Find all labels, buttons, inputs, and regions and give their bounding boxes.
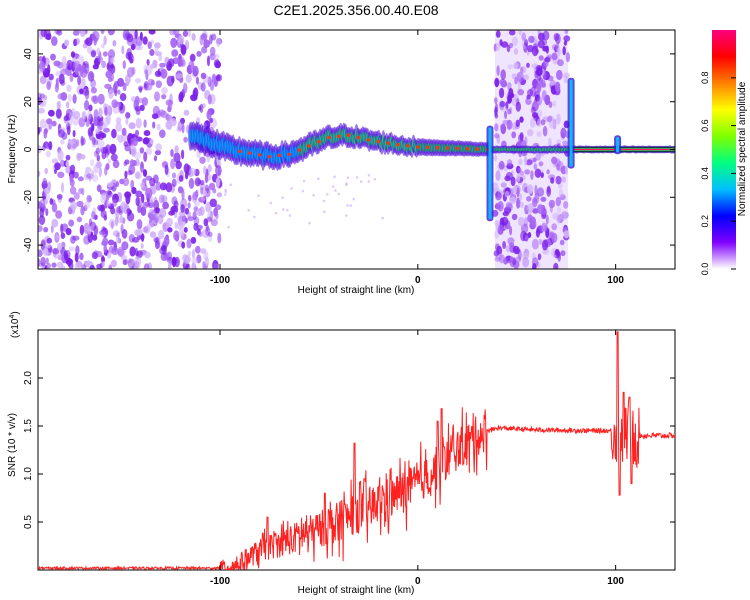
snr-x-ticks: -100 0 100 <box>210 330 624 587</box>
spectrogram-y-label: Frequency (Hz) <box>7 115 18 184</box>
spectrogram-x-label: Height of straight line (km) <box>298 285 415 296</box>
snr-panel: -100 0 100 0.5 1.0 1.5 2.0 Height of straight… <box>7 311 676 596</box>
spectrogram-x-ticks: -100 0 100 <box>210 30 624 286</box>
colorbar-gradient <box>712 30 736 269</box>
colorbar-ticks: 0.0 0.2 0.4 0.6 0.8 <box>700 72 736 276</box>
spectrogram-y-ticks: -40 -20 0 20 40 <box>23 48 675 252</box>
y-tick-label: 1.5 <box>23 419 34 433</box>
signal-track <box>188 121 675 171</box>
y-tick-label: 20 <box>23 96 34 108</box>
figure-title: C2E1.2025.356.00.40.E08 <box>273 2 438 18</box>
snr-line <box>38 331 675 570</box>
y-tick-label: 40 <box>23 48 34 60</box>
colorbar-tick-label: 0.0 <box>700 263 710 276</box>
x-tick-label: 0 <box>415 275 421 286</box>
colorbar-tick-label: 0.6 <box>700 119 710 132</box>
x-tick-label: -100 <box>210 275 230 286</box>
y-tick-label: -20 <box>23 190 34 205</box>
colorbar-tick-label: 0.8 <box>700 72 710 85</box>
colorbar-tick-label: 0.2 <box>700 215 710 228</box>
spectrogram-content <box>38 30 675 269</box>
x-tick-label: 100 <box>607 576 624 587</box>
vertical-spike-core <box>616 137 620 153</box>
snr-y-label: SNR (10 * v/v) <box>7 413 18 477</box>
colorbar-label: Normalized spectral amplitude <box>737 81 748 216</box>
spectrogram-specks <box>223 174 384 229</box>
y-tick-label: -40 <box>23 237 34 252</box>
snr-y-scale-prefix: (x10 <box>10 318 21 338</box>
spectrogram-panel: -100 0 100 -40 -20 0 20 40 Height of straight … <box>7 29 676 296</box>
y-tick-label: 1.0 <box>23 467 34 481</box>
vertical-spike-core <box>488 127 492 220</box>
snr-x-label: Height of straight line (km) <box>298 585 415 596</box>
noise-region <box>38 30 223 269</box>
y-tick-label: 0 <box>23 146 34 152</box>
vertical-spike-core <box>569 79 573 167</box>
snr-y-ticks: 0.5 1.0 1.5 2.0 <box>23 371 675 529</box>
x-tick-label: 0 <box>415 576 421 587</box>
colorbar-tick-label: 0.4 <box>700 167 710 180</box>
snr-frame <box>37 329 676 571</box>
x-tick-label: -100 <box>210 576 230 587</box>
y-tick-label: 2.0 <box>23 371 34 385</box>
snr-y-scale-suffix: ) <box>10 311 21 314</box>
x-tick-label: 100 <box>607 275 624 286</box>
snr-y-scale-label: (x104) <box>9 311 21 338</box>
y-tick-label: 0.5 <box>23 515 34 529</box>
colorbar: 0.0 0.2 0.4 0.6 0.8 Normalized spectral ampl… <box>700 30 748 275</box>
snr-y-scale-exponent: 4 <box>9 315 16 319</box>
snr-content <box>38 331 675 570</box>
